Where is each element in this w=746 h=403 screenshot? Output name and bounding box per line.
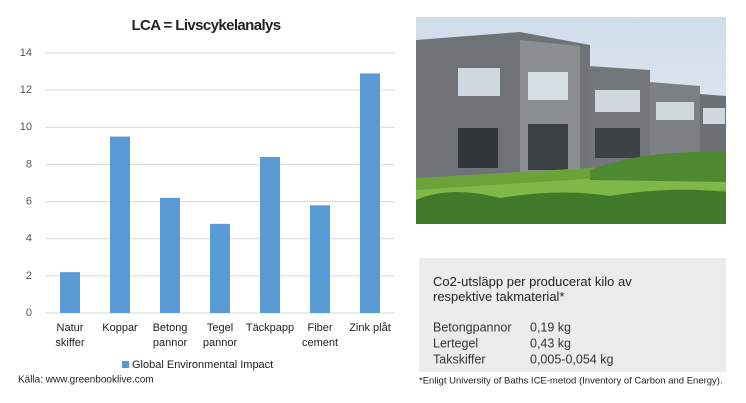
- x-tick-label: Tegel pannor: [203, 322, 238, 349]
- y-tick-label: 12: [20, 84, 32, 96]
- y-tick-label: 4: [26, 233, 32, 245]
- row-value: 0,43 kg: [530, 336, 571, 350]
- bar: [110, 136, 130, 313]
- bar: [310, 205, 330, 313]
- x-tick-label: Täckpapp: [246, 322, 294, 334]
- x-tick-label: Natur skiffer: [55, 322, 84, 349]
- legend-swatch: [122, 361, 129, 368]
- bar: [160, 197, 180, 313]
- y-tick-label: 0: [26, 307, 32, 319]
- x-tick-label: Betong pannor: [153, 322, 188, 349]
- row-label: Takskiffer: [433, 352, 486, 366]
- row-label: Lertegel: [433, 336, 478, 350]
- source: Källa: www.greenbooklive.com: [18, 375, 154, 386]
- y-tick-label: 2: [26, 270, 32, 282]
- bar: [60, 272, 80, 313]
- bar: [260, 157, 280, 313]
- y-tick-label: 10: [20, 121, 32, 133]
- row-value: 0,005-0,054 kg: [530, 352, 613, 366]
- row-label: Betongpannor: [433, 320, 512, 334]
- y-tick-label: 6: [26, 195, 32, 207]
- y-tick-label: 14: [20, 47, 32, 59]
- bar: [360, 73, 380, 313]
- x-tick-label: Fiber cement: [302, 322, 338, 349]
- row-value: 0,19 kg: [530, 320, 571, 334]
- photo: [416, 17, 726, 224]
- info-box: [419, 258, 726, 372]
- chart-title: LCA = Livscykelanalys: [131, 17, 280, 34]
- info-title: Co2-utsläpp per producerat kilo av respek…: [433, 274, 632, 304]
- y-tick-label: 8: [26, 158, 32, 170]
- footnote: *Enligt University of Baths ICE-metod (I…: [419, 376, 723, 387]
- bar: [210, 223, 230, 313]
- x-tick-label: Zink plåt: [349, 322, 391, 334]
- legend-label: Global Environmental Impact: [132, 359, 273, 371]
- x-tick-label: Koppar: [102, 322, 138, 334]
